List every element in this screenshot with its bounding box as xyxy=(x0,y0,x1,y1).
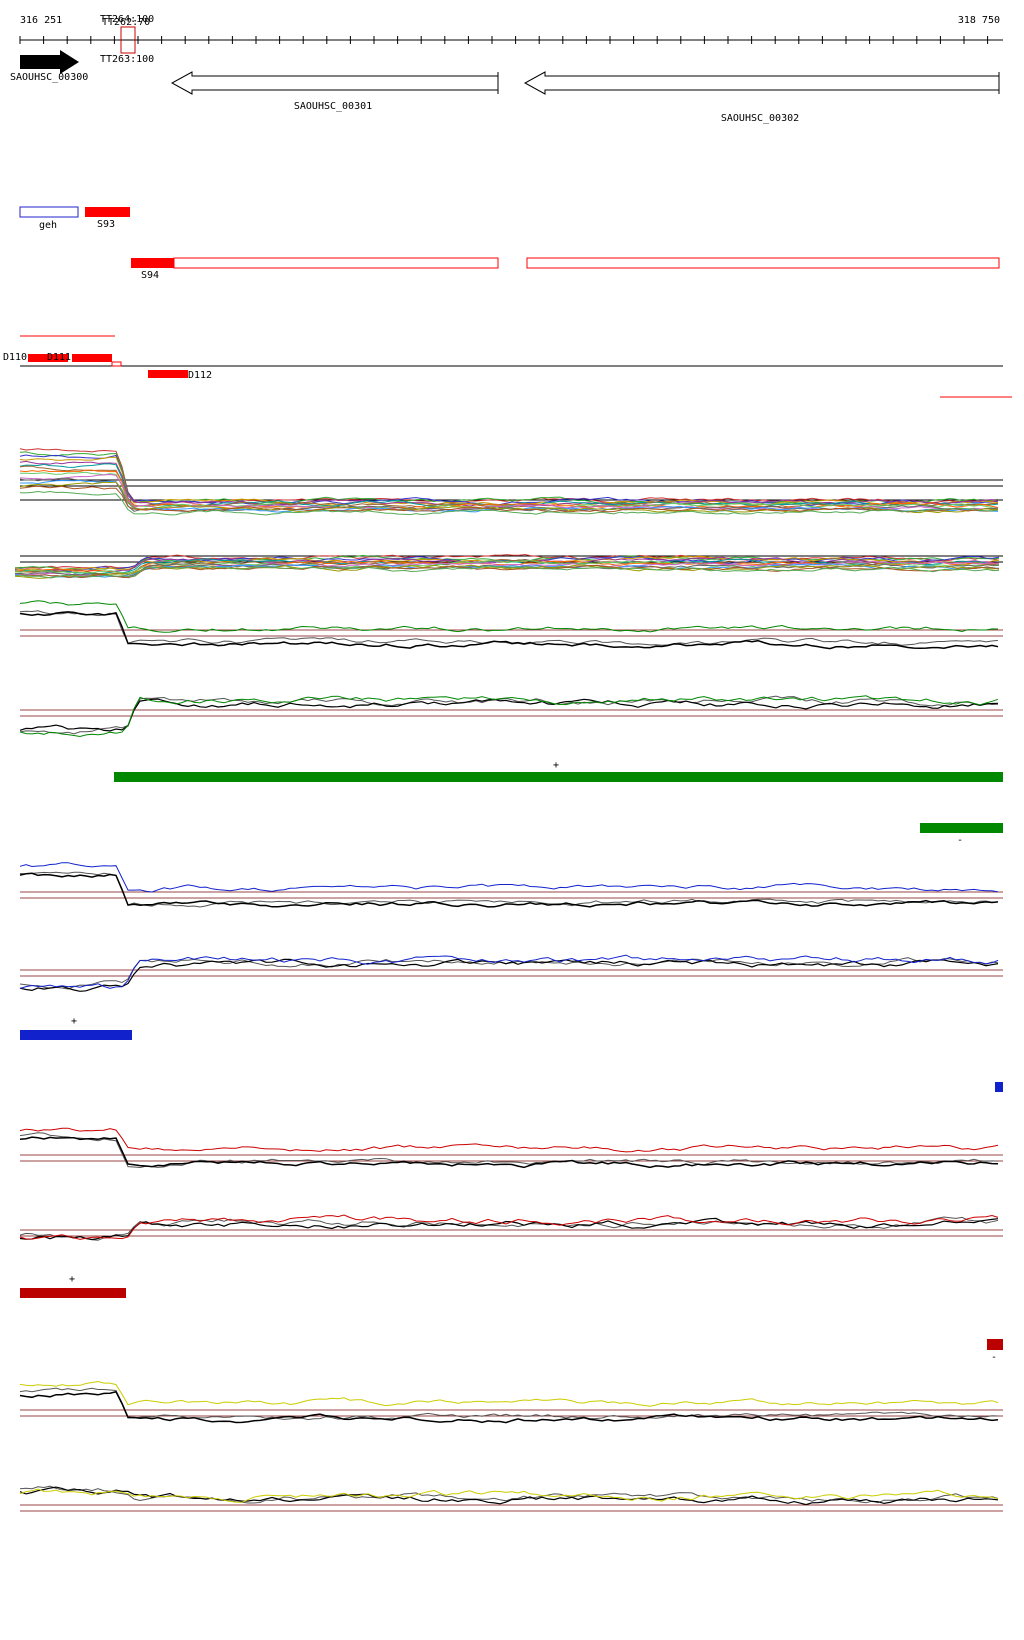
gene-label: SAOUHSC_00300 xyxy=(10,72,88,83)
trace xyxy=(15,558,1000,576)
feature-label: S94 xyxy=(141,270,159,281)
ruler-end: 318 750 xyxy=(958,15,1000,26)
marker-label: TT262:70 xyxy=(102,17,150,28)
strand-label: + xyxy=(71,1016,77,1027)
trace xyxy=(19,1488,999,1503)
feature-box xyxy=(85,207,130,217)
trace xyxy=(19,954,999,989)
strand-bar xyxy=(987,1339,1003,1350)
trace xyxy=(19,1136,999,1169)
gene-arrow xyxy=(523,71,1000,95)
trace xyxy=(14,565,1000,579)
strand-label: + xyxy=(553,760,559,771)
trace xyxy=(19,1216,999,1241)
trace xyxy=(19,698,999,732)
trace xyxy=(19,695,999,738)
trace xyxy=(19,1390,999,1424)
ruler-ticks xyxy=(19,36,989,44)
feature-box xyxy=(173,257,499,269)
gene-label: SAOUHSC_00301 xyxy=(294,101,372,112)
feature-box xyxy=(72,354,112,362)
trace xyxy=(19,1387,999,1421)
marker-box xyxy=(120,26,136,54)
trace xyxy=(19,456,999,506)
strand-bar xyxy=(995,1082,1003,1092)
trace xyxy=(19,490,999,516)
feature-label: D112 xyxy=(188,370,212,381)
trace xyxy=(19,600,999,633)
gene-label: SAOUHSC_00302 xyxy=(721,113,799,124)
marker-label: TT263:100 xyxy=(100,54,154,65)
feature-box xyxy=(131,258,174,268)
feature-box xyxy=(28,354,68,362)
feature-label: S93 xyxy=(97,219,115,230)
gene-arrow xyxy=(20,50,79,74)
marker-label: TT264:100 xyxy=(100,14,154,25)
trace xyxy=(19,958,999,992)
trace xyxy=(19,1380,999,1407)
trace xyxy=(19,610,999,646)
trace xyxy=(19,1486,999,1506)
feature-box xyxy=(111,361,122,367)
trace xyxy=(19,485,999,513)
trace xyxy=(19,1217,999,1241)
strand-label: - xyxy=(957,835,963,846)
feature-label: D110 xyxy=(3,352,27,363)
trace xyxy=(19,448,999,504)
strand-bar xyxy=(920,823,1003,833)
strand-bar xyxy=(20,1030,132,1040)
strand-bar xyxy=(114,772,1003,782)
trace xyxy=(19,451,999,506)
feature-label: D111 xyxy=(47,352,71,363)
trace xyxy=(14,564,1000,579)
trace xyxy=(19,871,999,908)
feature-label: geh xyxy=(39,220,57,231)
trace xyxy=(19,695,999,735)
traces xyxy=(14,448,1003,1512)
trace xyxy=(19,454,999,507)
strand-label: - xyxy=(991,1352,997,1363)
strand-label: + xyxy=(69,1274,75,1285)
strand-bar xyxy=(20,1288,126,1298)
trace xyxy=(19,862,999,893)
gene-arrow xyxy=(170,71,499,95)
trace xyxy=(19,611,999,650)
feature-box xyxy=(526,257,1000,269)
feature-box xyxy=(19,206,79,218)
feature-box xyxy=(148,370,188,378)
trace xyxy=(19,1127,999,1153)
trace xyxy=(19,1214,999,1240)
trace xyxy=(19,872,999,908)
ruler-start: 316 251 xyxy=(20,15,62,26)
trace xyxy=(14,563,1000,577)
